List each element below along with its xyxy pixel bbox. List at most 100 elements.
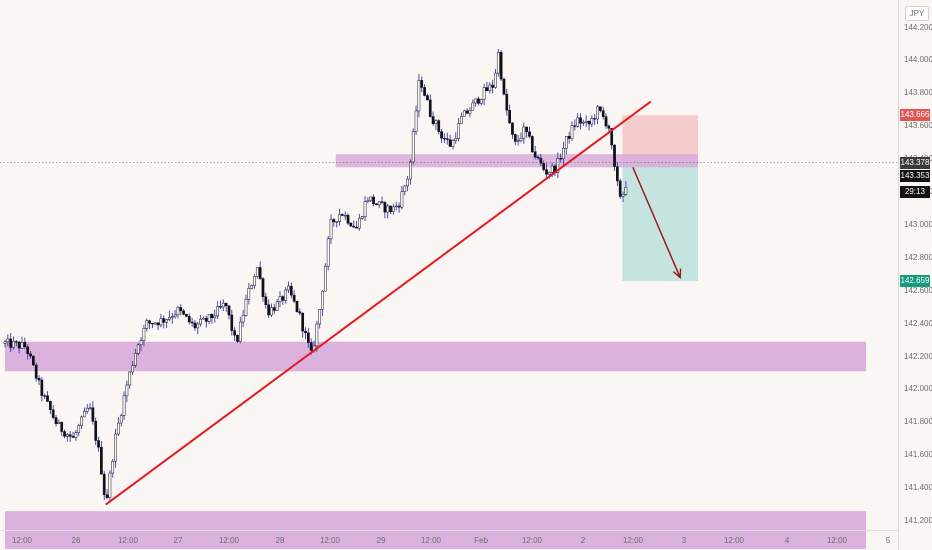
candle-body-39 [114, 433, 117, 462]
candle-body-152 [434, 120, 438, 124]
candle-body-219 [624, 186, 628, 195]
currency-label[interactable]: JPY [905, 6, 929, 21]
candle-body-94 [270, 307, 273, 316]
candle-body-17 [51, 409, 55, 418]
candle-body-217 [618, 180, 622, 197]
candle-body-1 [6, 338, 10, 343]
candle-body-197 [562, 147, 565, 160]
time-tick-label: 12:00 [218, 536, 240, 545]
candle-body-169 [482, 87, 486, 100]
bid-price-badge: 143.353 [900, 169, 930, 182]
candle-body-195 [556, 158, 560, 174]
candle-body-215 [613, 144, 616, 167]
candle-body-50 [145, 320, 149, 329]
candle-body-80 [230, 314, 234, 331]
candle-body-131 [375, 203, 378, 206]
price-tick-label: 143.600 [904, 121, 932, 131]
candle-body-182 [519, 137, 523, 141]
candle-body-48 [139, 340, 143, 346]
candle-body-164 [468, 110, 472, 114]
candle-body-66 [190, 321, 194, 324]
candle-body-196 [559, 158, 563, 160]
price-tick-label: 141.400 [904, 483, 932, 493]
candle-body-133 [380, 201, 384, 203]
candle-body-177 [505, 93, 509, 111]
candle-body-78 [224, 302, 228, 306]
x-axis-line [0, 530, 898, 531]
candle-body-206 [587, 121, 591, 125]
candle-body-165 [471, 102, 475, 111]
candle-body-84 [241, 315, 245, 323]
candle-body-136 [389, 205, 392, 213]
candle-body-144 [411, 131, 415, 163]
candle-body-113 [324, 265, 327, 292]
candle-body-100 [287, 285, 290, 291]
candle-body-188 [536, 156, 540, 159]
candle-body-95 [272, 307, 276, 311]
candle-body-117 [335, 221, 339, 223]
projection-arrow[interactable] [632, 167, 681, 278]
time-tick-label: 4 [784, 536, 790, 545]
candle-body-53 [153, 322, 157, 325]
candle-body-140 [400, 191, 404, 208]
candle-body-4 [14, 341, 18, 343]
candle-body-57 [165, 319, 168, 323]
price-tick-label: 141.600 [904, 450, 932, 460]
candle-body-86 [247, 288, 251, 300]
candle-body-148 [423, 87, 426, 96]
candle-body-64 [185, 313, 188, 317]
candle-body-202 [576, 117, 580, 127]
candle-body-40 [117, 422, 120, 435]
candle-body-129 [369, 196, 373, 201]
candle-body-34 [100, 446, 103, 475]
candle-body-111 [318, 309, 322, 325]
candle-body-55 [159, 318, 163, 326]
trendline[interactable] [105, 100, 652, 506]
candle-body-149 [426, 95, 429, 101]
candle-body-28 [83, 411, 86, 418]
candle-body-203 [579, 117, 582, 124]
time-tick-label: 29 [376, 536, 386, 545]
zone-1[interactable] [335, 154, 698, 168]
candle-body-7 [23, 342, 27, 347]
candle-body-83 [238, 321, 242, 342]
candle-body-181 [516, 140, 520, 142]
candle-body-155 [443, 137, 446, 140]
candle-body-174 [496, 51, 500, 74]
candle-body-103 [295, 300, 299, 312]
candle-body-97 [278, 296, 282, 303]
time-tick-label: 12:00 [521, 536, 543, 545]
candle-body-173 [494, 72, 497, 88]
price-tick-label: 142.600 [904, 285, 932, 295]
time-tick-label: 12:00 [723, 536, 745, 545]
take-profit-zone[interactable] [622, 162, 698, 281]
candle-body-193 [550, 165, 554, 173]
zone-2[interactable] [5, 341, 866, 372]
take-profit-price-badge: 142.659 [900, 274, 930, 287]
candle-body-118 [338, 214, 341, 222]
candle-body-138 [394, 205, 398, 208]
candle-body-72 [207, 314, 211, 322]
candle-body-180 [513, 134, 517, 142]
candle-body-185 [528, 131, 531, 137]
candle-body-163 [465, 110, 469, 114]
candle-body-210 [599, 106, 602, 111]
candle-body-27 [80, 416, 83, 426]
candle-body-42 [122, 395, 126, 416]
candle-body-198 [564, 136, 568, 149]
candle-body-18 [54, 417, 58, 424]
candle-body-10 [32, 355, 35, 366]
candle-body-52 [151, 322, 154, 325]
candle-body-74 [213, 315, 217, 319]
candle-body-207 [590, 118, 594, 125]
candle-body-156 [445, 138, 449, 140]
time-tick-label: 27 [173, 536, 183, 545]
candle-body-122 [349, 222, 353, 227]
candle-body-29 [85, 407, 89, 412]
candle-body-105 [301, 312, 305, 332]
candle-body-171 [488, 84, 492, 92]
candle-body-135 [386, 205, 390, 213]
candle-body-127 [363, 201, 367, 217]
candle-body-216 [616, 166, 619, 182]
